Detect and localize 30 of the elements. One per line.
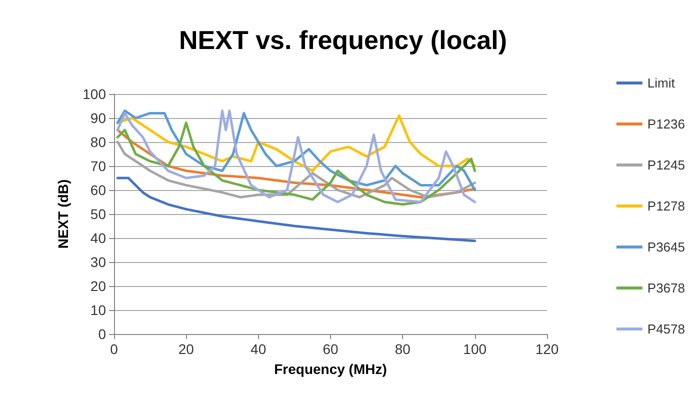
- legend-label: Limit: [647, 76, 676, 90]
- x-tick-label: 20: [178, 341, 194, 357]
- line-series: [116, 122, 476, 206]
- legend-label: P1245: [647, 158, 686, 172]
- y-tick-label: 60: [90, 182, 106, 198]
- legend-label: P3645: [647, 240, 686, 254]
- x-axis-title: Frequency (MHz): [274, 361, 387, 377]
- legend-label: P3678: [647, 280, 686, 296]
- y-tick-label: 0: [98, 326, 106, 342]
- y-tick-label: 50: [90, 206, 106, 222]
- y-tick-label: 20: [90, 278, 106, 294]
- y-tick-label: 80: [90, 134, 106, 150]
- y-tick-label: 100: [82, 86, 106, 102]
- x-tick-label: 80: [394, 341, 411, 357]
- x-tick-label: 100: [463, 341, 487, 357]
- x-tick-label: 120: [535, 341, 559, 357]
- y-tick-label: 70: [90, 158, 106, 174]
- y-tick-label: 10: [90, 302, 106, 318]
- legend-label: P4578: [647, 322, 686, 336]
- legend-label: P1278: [647, 198, 686, 214]
- chart-title: NEXT vs. frequency (local): [179, 25, 507, 55]
- y-axis-title: NEXT (dB): [55, 179, 71, 249]
- y-tick-label: 90: [90, 110, 106, 126]
- legend-label: P1236: [647, 116, 686, 132]
- y-tick-label: 40: [90, 230, 106, 246]
- x-tick-label: 0: [110, 341, 118, 357]
- line-series: [116, 176, 476, 242]
- x-tick-label: 40: [250, 341, 266, 357]
- y-tick-label: 30: [90, 254, 106, 270]
- x-tick-label: 60: [322, 341, 338, 357]
